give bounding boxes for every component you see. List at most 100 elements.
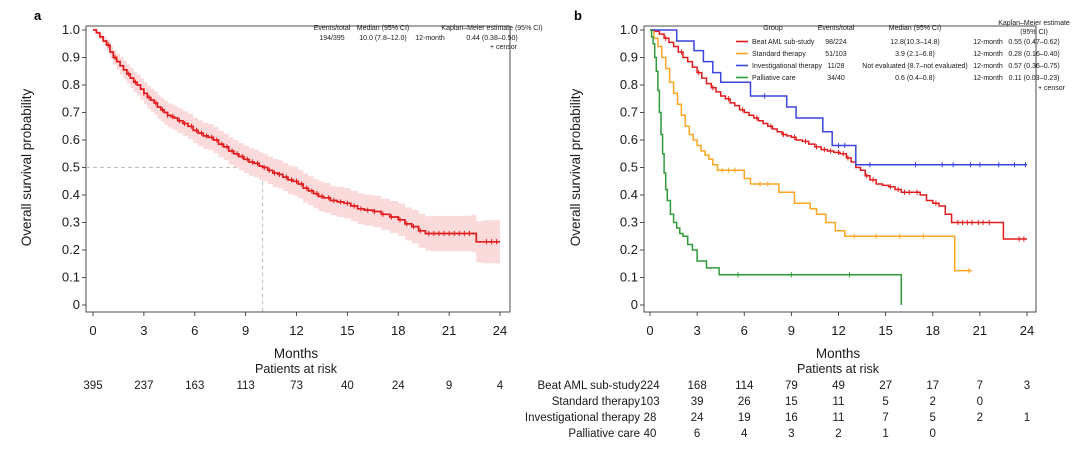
risk-count: 40 bbox=[644, 428, 657, 440]
x-tick-label: 18 bbox=[391, 323, 405, 338]
x-tick-label: 24 bbox=[493, 323, 507, 338]
risk-count: 27 bbox=[879, 380, 892, 392]
legend-km-estimate: 0.55 (0.47–0.62) bbox=[1008, 39, 1059, 46]
x-tick-label: 21 bbox=[973, 323, 987, 338]
legend-censor-note: + censor bbox=[490, 44, 518, 51]
y-axis-title: Overall survival probability bbox=[568, 88, 583, 246]
survival-curve-standard-therapy bbox=[650, 29, 972, 272]
risk-count: 15 bbox=[785, 396, 798, 408]
legend-timepoint: 12-month bbox=[973, 75, 1003, 82]
risk-count: 28 bbox=[644, 412, 657, 424]
legend: Group Events/total Median (95% CI) Kaplan–M… bbox=[736, 20, 1070, 92]
risk-count: 6 bbox=[694, 428, 700, 440]
legend-km-estimate: 0.57 (0.36–0.75) bbox=[1008, 63, 1059, 70]
panel-b-label: b bbox=[574, 8, 582, 23]
y-tick-label: 0.5 bbox=[62, 160, 80, 175]
x-tick-label: 3 bbox=[140, 323, 147, 338]
risk-count: 0 bbox=[930, 428, 936, 440]
legend-km-estimate: 0.44 (0.38–0.50) bbox=[466, 35, 517, 42]
x-tick-label: 3 bbox=[694, 323, 701, 338]
y-tick-label: 0.4 bbox=[620, 187, 638, 202]
legend-km-estimate: 0.28 (0.16–0.40) bbox=[1008, 51, 1059, 58]
risk-count: 7 bbox=[977, 380, 983, 392]
legend-median: 10.0 (7.8–12.0) bbox=[359, 35, 406, 42]
legend-events-total: 98/224 bbox=[825, 39, 847, 46]
y-tick-label: 1.0 bbox=[620, 22, 638, 37]
risk-count: 114 bbox=[735, 380, 754, 392]
x-tick-label: 6 bbox=[191, 323, 198, 338]
risk-count: 163 bbox=[185, 380, 204, 392]
plot-box bbox=[85, 25, 511, 313]
legend-timepoint: 12-month bbox=[973, 63, 1003, 70]
risk-table-title: Patients at risk bbox=[255, 362, 338, 376]
risk-table: Beat AML sub-study 224 168 114 79 49 27 17 7 3Sta… bbox=[525, 380, 1030, 440]
legend-group-name: Investigational therapy bbox=[752, 63, 823, 70]
y-tick-label: 0.8 bbox=[62, 77, 80, 92]
x-tick-label: 18 bbox=[926, 323, 940, 338]
risk-count: 0 bbox=[977, 396, 983, 408]
y-tick-label: 1.0 bbox=[62, 22, 80, 37]
risk-count: 73 bbox=[290, 380, 303, 392]
y-tick-label: 0 bbox=[631, 297, 638, 312]
y-tick-label: 0.6 bbox=[620, 132, 638, 147]
x-tick-label: 21 bbox=[442, 323, 456, 338]
risk-count: 2 bbox=[835, 428, 841, 440]
legend-events-total: 194/395 bbox=[319, 35, 344, 42]
censor-ticks-beat-aml-sub-study bbox=[665, 35, 1025, 242]
y-tick-label: 0.3 bbox=[62, 215, 80, 230]
x-axis-title: Months bbox=[816, 346, 861, 361]
y-tick-label: 0.7 bbox=[620, 105, 638, 120]
y-tick-label: 0.4 bbox=[62, 187, 80, 202]
x-tick-label: 15 bbox=[878, 323, 892, 338]
legend-timepoint: 12-month bbox=[973, 51, 1003, 58]
risk-count: 5 bbox=[882, 396, 888, 408]
legend-median: 12.8(10.3–14.8) bbox=[890, 39, 939, 46]
plot-box bbox=[643, 25, 1037, 313]
legend-header-estimate-line2: (95% CI) bbox=[1020, 29, 1048, 36]
x-tick-label: 24 bbox=[1020, 323, 1034, 338]
y-tick-label: 0.5 bbox=[620, 160, 638, 175]
censor-ticks-standard-therapy bbox=[721, 167, 970, 274]
risk-count: 11 bbox=[833, 412, 845, 424]
panel-b: 00.10.20.30.40.50.60.70.80.91.00 3 6 9 12 15 1… bbox=[525, 20, 1070, 440]
x-tick-label: 9 bbox=[788, 323, 795, 338]
risk-count: 237 bbox=[134, 380, 153, 392]
x-tick-label: 6 bbox=[741, 323, 748, 338]
legend-km-estimate: 0.11 (0.03–0.23) bbox=[1009, 75, 1060, 82]
risk-count: 79 bbox=[785, 380, 798, 392]
risk-count: 103 bbox=[640, 396, 659, 408]
risk-table-title: Patients at risk bbox=[797, 362, 880, 376]
y-tick-label: 0.6 bbox=[62, 132, 80, 147]
panel-a: 0 0.1 0.2 0.3 0.4 0.5 0.6 0.7 0.8 0.9 1.0 0 3 6 9 12 15 1… bbox=[19, 22, 543, 392]
legend-header-estimate: Kaplan–Meier estimate (95% CI) bbox=[441, 25, 542, 32]
risk-count: 2 bbox=[930, 396, 936, 408]
risk-count: 11 bbox=[833, 396, 845, 408]
confidence-band-overall bbox=[93, 28, 500, 264]
censor-ticks-palliative-care bbox=[737, 272, 850, 278]
y-tick-label: 0.9 bbox=[620, 50, 638, 65]
risk-count: 113 bbox=[236, 380, 254, 392]
censor-ticks-overall bbox=[107, 42, 498, 245]
survival-curve-beat-aml-sub-study bbox=[650, 29, 1027, 240]
x-tick-label: 12 bbox=[831, 323, 845, 338]
survival-curve-investigational-therapy bbox=[650, 29, 1027, 166]
survival-curve-palliative-care bbox=[650, 29, 903, 305]
y-axis-title: Overall survival probability bbox=[19, 88, 34, 246]
risk-row-label: Palliative care bbox=[568, 428, 640, 440]
legend-censor-note: + censor bbox=[1038, 85, 1066, 92]
risk-count: 395 bbox=[83, 380, 102, 392]
risk-count: 4 bbox=[497, 380, 504, 392]
y-tick-label: 0.8 bbox=[620, 77, 638, 92]
risk-count: 224 bbox=[640, 380, 660, 392]
risk-row-label: Investigational therapy bbox=[525, 412, 640, 424]
risk-count: 2 bbox=[977, 412, 983, 424]
risk-count: 49 bbox=[832, 380, 845, 392]
legend-header-estimate-line1: Kaplan–Meier estimate bbox=[998, 20, 1070, 27]
legend-header-group: Group bbox=[763, 25, 783, 32]
x-tick-label: 0 bbox=[646, 323, 653, 338]
legend-median: 3.9 (2.1–6.8) bbox=[895, 51, 935, 58]
legend-header-events: Events/total bbox=[314, 25, 351, 32]
x-axis-title: Months bbox=[274, 346, 319, 361]
survival-curve-overall bbox=[93, 29, 500, 243]
